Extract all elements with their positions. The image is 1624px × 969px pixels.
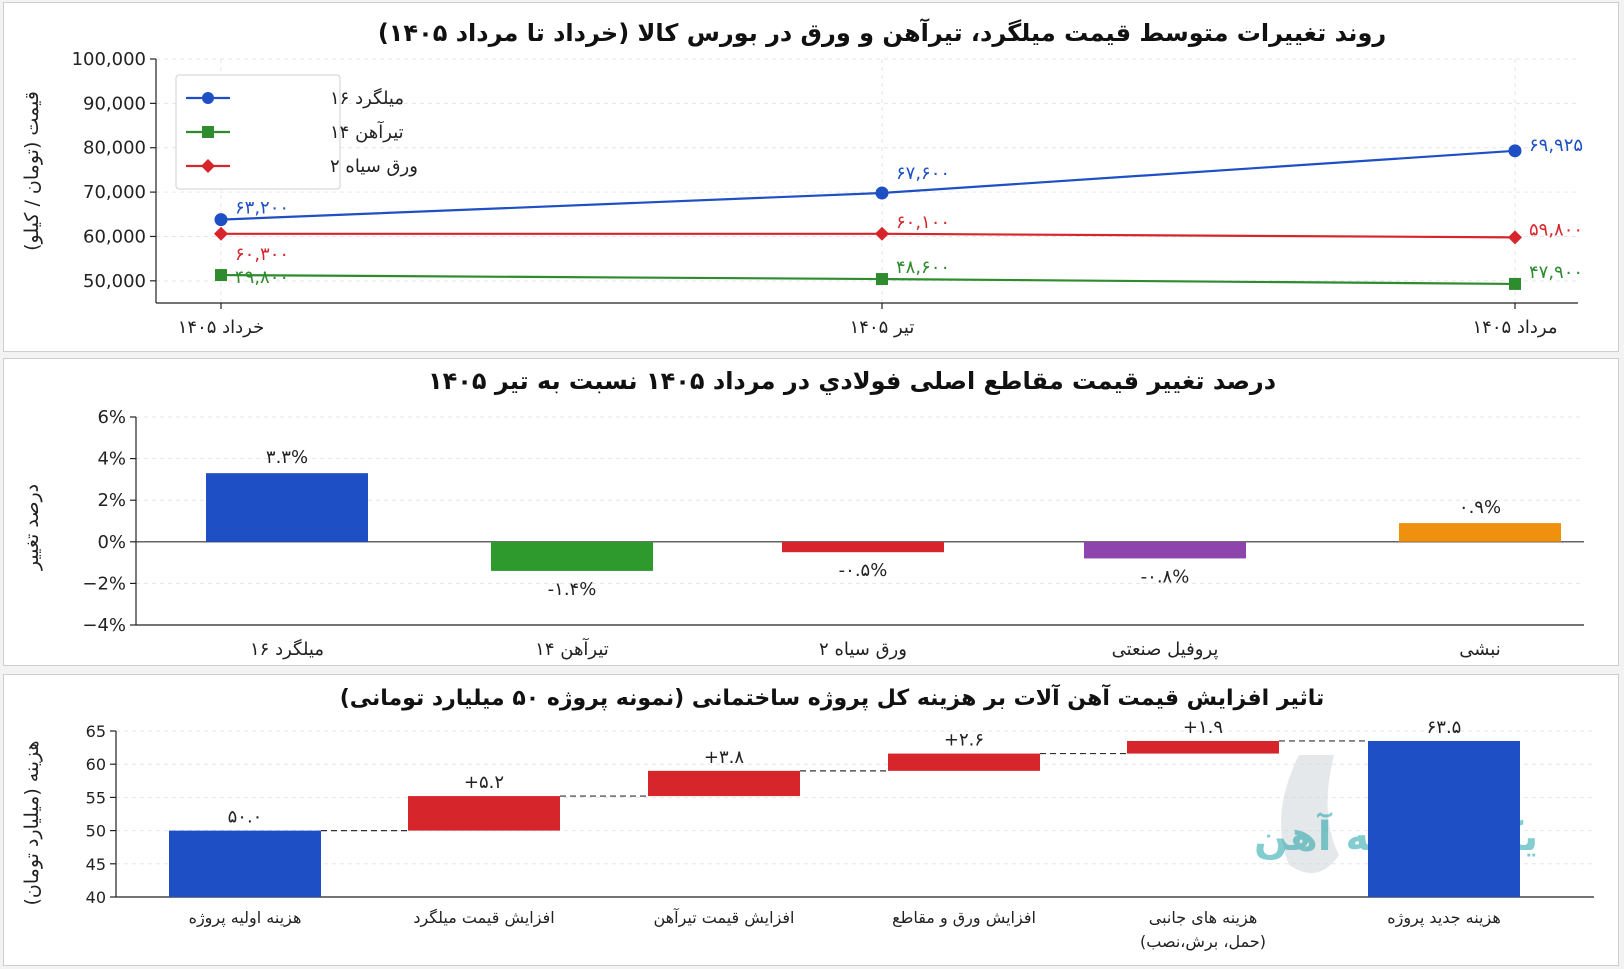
line-data-label: ۶۰,۱۰۰: [896, 212, 950, 233]
waterfall-data-label: +۵.۲: [464, 772, 504, 793]
waterfall-bar-1: [169, 830, 321, 897]
line-chart-ytick-label: 100,000: [72, 49, 146, 70]
waterfall-ytick-label: 55: [86, 788, 106, 807]
waterfall-ytick-label: 60: [86, 755, 106, 774]
waterfall-ytick-label: 45: [86, 855, 106, 874]
waterfall-category-label: افزایش قیمت تیرآهن: [654, 908, 795, 928]
bar-chart-title: درصد تغییر قیمت مقاطع اصلی فولادي در مرد…: [428, 367, 1276, 395]
line-point: [875, 186, 889, 200]
waterfall-data-label: +۳.۸: [704, 747, 744, 768]
bar-chart-ylabel: درصد تغییر: [21, 484, 43, 571]
line-point: [875, 226, 889, 241]
waterfall-data-label: +۲.۶: [944, 730, 984, 751]
legend-entry: ورق سیاه ۲: [330, 156, 418, 177]
waterfall-category-sublabel: (حمل، برش،نصب): [1140, 932, 1266, 952]
bar-data-label: ۰.۹%: [1459, 497, 1501, 518]
line-chart-legend: میلگرد ۱۶ تیرآهن ۱۴ ورق سیاه ۲: [175, 74, 418, 190]
bar-category-label: ورق سیاه ۲: [819, 639, 907, 660]
line-chart-xtick-label: تیر ۱۴۰۵: [850, 317, 915, 338]
bar-category-label: نبشی: [1459, 639, 1501, 660]
line-data-label: ۴۷,۹۰۰: [1529, 262, 1583, 283]
line-data-label: ۴۸,۶۰۰: [896, 257, 950, 278]
line-point: [215, 269, 227, 282]
bar-category-label: میلگرد ۱۶: [250, 638, 324, 660]
line-point: [214, 213, 228, 227]
line-chart-ytick-label: 50,000: [83, 271, 146, 292]
bar-data-label: -۰.۵%: [839, 560, 888, 581]
waterfall-bar-2: [408, 796, 560, 831]
waterfall-category-label: هزینه جدید پروژه: [1387, 908, 1501, 928]
waterfall-chart-ylabel: هزینه (میلیارد تومان): [21, 741, 43, 906]
legend-box: [175, 74, 341, 190]
waterfall-category-label: افزایش ورق و مقاطع: [892, 908, 1036, 928]
waterfall-bar-5: [1127, 740, 1279, 754]
line-data-label: ۶۹,۹۲۵: [1529, 135, 1583, 156]
bar-chart-ytick-label: 4%: [97, 449, 126, 470]
line-chart-ytick-label: 70,000: [83, 182, 146, 203]
line-chart-ytick-label: 80,000: [83, 138, 146, 159]
legend-marker: [201, 159, 215, 173]
bar-chart-ytick-label: 6%: [97, 407, 126, 428]
legend-entry: میلگرد ۱۶: [330, 87, 404, 109]
bar-2: [491, 541, 653, 571]
waterfall-ytick-label: 40: [86, 888, 106, 907]
line-data-label: ۶۳,۲۰۰: [235, 198, 289, 219]
bar-category-label: پروفیل صنعتی: [1112, 639, 1219, 660]
line-data-label: ۶۰,۳۰۰: [235, 244, 289, 265]
waterfall-chart-title: تاثیر افزایش قیمت آهن آلات بر هزینه کل پ…: [340, 683, 1325, 711]
waterfall-category-label: هزینه های جانبی: [1149, 908, 1258, 928]
waterfall-category-label: افزایش قیمت میلگرد: [413, 908, 554, 928]
bar-chart: درصد تغییر قیمت مقاطع اصلی فولادي در مرد…: [21, 367, 1584, 660]
waterfall-bar-4: [888, 753, 1040, 771]
waterfall-data-label: +۱.۹: [1183, 717, 1223, 738]
waterfall-chart: تاثیر افزایش قیمت آهن آلات بر هزینه کل پ…: [21, 683, 1594, 952]
line-chart: روند تغییرات متوسط قیمت میلگرد، تیرآهن و…: [21, 18, 1583, 338]
bar-data-label: -۰.۸%: [1141, 566, 1190, 587]
line-chart-ytick-label: 90,000: [83, 93, 146, 114]
line-point: [876, 273, 888, 286]
line-data-label: ۴۹,۸۰۰: [235, 267, 289, 288]
bar-category-label: تیرآهن ۱۴: [535, 637, 609, 660]
waterfall-category-label: هزینه اولیه پروژه: [189, 908, 302, 928]
line-point: [214, 226, 228, 241]
bar-data-label: -۱.۴%: [548, 579, 597, 600]
bar-chart-ytick-label: −4%: [82, 615, 126, 636]
bar-4: [1084, 541, 1246, 559]
waterfall-data-label: ۵۰.۰: [228, 807, 263, 828]
line-chart-title: روند تغییرات متوسط قیمت میلگرد، تیرآهن و…: [378, 18, 1386, 47]
legend-entry: تیرآهن ۱۴: [330, 120, 404, 143]
bar-chart-ytick-label: −2%: [82, 573, 126, 594]
watermark-shape: [1281, 755, 1339, 873]
line-point: [1509, 277, 1521, 290]
bar-chart-ytick-label: 2%: [97, 490, 126, 511]
bar-5: [1399, 523, 1561, 542]
bar-chart-panel: درصد تغییر قیمت مقاطع اصلی فولادي در مرد…: [3, 358, 1619, 666]
line-series-2: [220, 273, 1516, 286]
line-chart-ytick-label: 60,000: [83, 226, 146, 247]
waterfall-bar-6: [1368, 740, 1520, 897]
line-point: [1508, 144, 1522, 158]
bar-3: [782, 541, 944, 553]
waterfall-ytick-label: 65: [86, 722, 106, 741]
line-chart-ylabel: قیمت (تومان / کیلو): [21, 91, 43, 251]
legend-marker: [202, 126, 214, 138]
bar-chart-ytick-label: 0%: [97, 532, 126, 553]
line-point: [1508, 230, 1522, 245]
line-data-label: ۵۹,۸۰۰: [1529, 219, 1583, 240]
line-chart-panel: روند تغییرات متوسط قیمت میلگرد، تیرآهن و…: [3, 2, 1619, 352]
bar-1: [206, 473, 368, 542]
bar-data-label: ۳.۳%: [266, 447, 308, 468]
line-chart-xtick-label: خرداد ۱۴۰۵: [178, 317, 264, 338]
waterfall-chart-panel: تاثیر افزایش قیمت آهن آلات بر هزینه کل پ…: [3, 674, 1619, 966]
waterfall-ytick-label: 50: [86, 822, 106, 841]
waterfall-bar-3: [648, 770, 800, 797]
waterfall-data-label: ۶۳.۵: [1427, 717, 1462, 738]
line-data-label: ۶۷,۶۰۰: [896, 163, 950, 184]
legend-marker: [202, 92, 214, 104]
line-chart-xtick-label: مرداد ۱۴۰۵: [1473, 317, 1558, 338]
